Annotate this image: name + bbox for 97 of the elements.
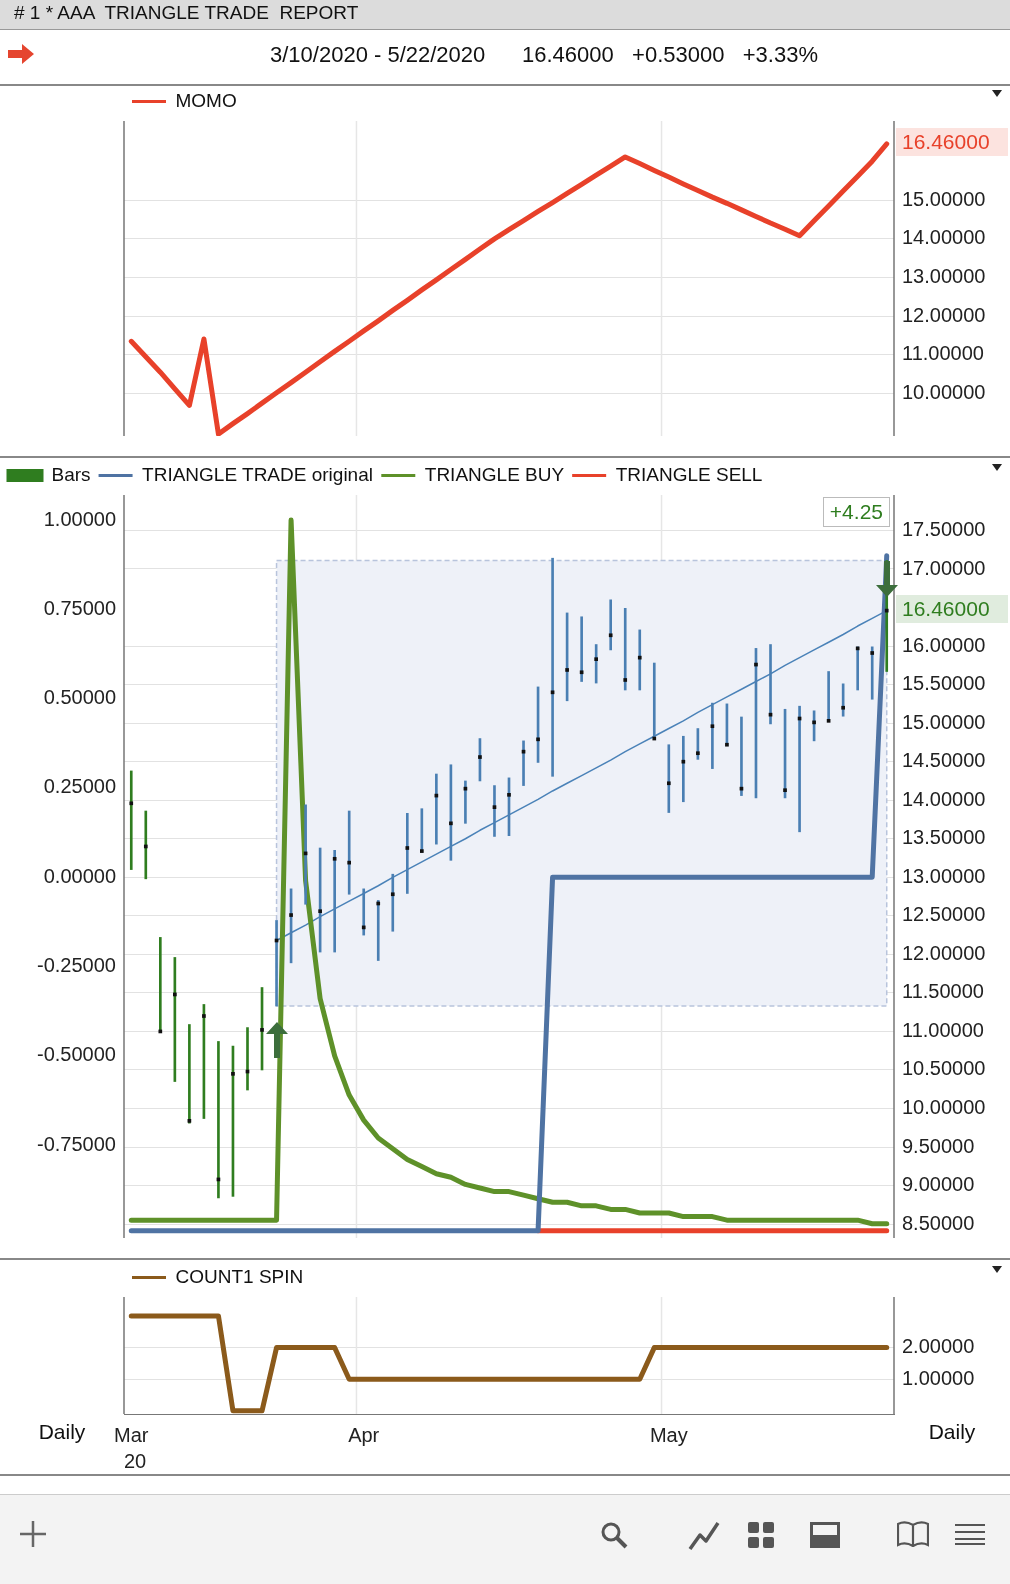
legend-label: TRIANGLE BUY [424, 463, 565, 485]
legend-label: Bars [51, 463, 91, 485]
point [289, 913, 293, 917]
y2-tick-label: 9.00000 [902, 1173, 975, 1196]
bar [246, 1027, 249, 1091]
point [390, 892, 395, 897]
text: Daily [927, 1420, 977, 1444]
y2-tick-label: 10.50000 [902, 1057, 986, 1080]
y-tick-label: -0.50000 [37, 1043, 116, 1066]
bar [638, 629, 642, 691]
y-tick-label: -0.75000 [37, 1132, 116, 1155]
bar [522, 740, 525, 786]
bar [217, 1041, 220, 1199]
point [783, 788, 787, 793]
bar [347, 810, 351, 895]
y2-tick-label: 11.50000 [902, 980, 984, 1003]
x-tick-label: Mar [114, 1423, 149, 1446]
point [231, 1071, 235, 1076]
bar [362, 888, 366, 936]
y2-tick-label: 14.50000 [902, 749, 986, 772]
x-tick-label: May [649, 1423, 688, 1446]
bar [376, 900, 380, 961]
point [260, 1028, 264, 1032]
bar [682, 735, 685, 803]
bar [144, 810, 148, 880]
y-tick-label: -0.25000 [37, 954, 116, 977]
legend-label: COUNT1 SPIN [175, 1265, 304, 1287]
y-tick-label: 0.75000 [43, 596, 116, 619]
y-tick-label: 0.50000 [43, 686, 116, 709]
bar [769, 644, 772, 725]
y2-tick-label: 12.50000 [902, 903, 986, 926]
bar [158, 937, 162, 1033]
point [129, 801, 134, 806]
bar [652, 662, 656, 739]
point [608, 633, 613, 638]
y-tick-label: 1.00000 [43, 507, 116, 530]
point [507, 792, 511, 797]
x-axis-title: 20 [124, 1449, 147, 1472]
bar [551, 557, 554, 777]
point [696, 751, 700, 756]
y2-tick-label: 9.50000 [902, 1134, 975, 1157]
bar [129, 770, 133, 870]
bar [667, 744, 671, 813]
y2-tick-label: 16.00000 [902, 633, 986, 656]
y2-tick-label: 13.50000 [902, 826, 986, 849]
annotation: +4.25 [822, 497, 890, 527]
point [623, 678, 628, 682]
point [725, 742, 729, 747]
y-tick-label: 1.00000 [902, 1366, 975, 1389]
point [536, 737, 540, 742]
point [405, 846, 410, 850]
legend-label: TRIANGLE TRADE original [142, 463, 373, 485]
y2-tick-label: 17.50000 [902, 517, 986, 540]
bar [870, 646, 874, 700]
bar [580, 616, 583, 682]
y-tick-label: 11.00000 [902, 342, 984, 365]
point [870, 651, 875, 655]
y-tick-label: 13.00000 [902, 265, 986, 288]
point [594, 657, 599, 662]
y2-tick-label: 17.00000 [902, 556, 986, 579]
bar [609, 599, 613, 651]
bar [391, 873, 395, 932]
point [841, 705, 845, 710]
y2-tick-label: 15.50000 [902, 672, 986, 695]
y2-tick-label: 8.50000 [902, 1211, 975, 1234]
y-tick-label: 2.00000 [902, 1335, 975, 1358]
x-tick-label: Apr [348, 1423, 380, 1446]
bar [464, 780, 467, 824]
bar [827, 671, 830, 722]
chart-subtitle: 3/10/2020 - 5/22/2020 16.46000 +0.53000 +3.33% [270, 42, 819, 68]
y-tick-label: 0.25000 [43, 775, 116, 798]
point [565, 668, 569, 672]
y-tick-label: 12.00000 [902, 303, 986, 326]
text: 16.46000 [896, 127, 1008, 156]
y-tick-label: 0.00000 [43, 864, 116, 887]
bar [594, 644, 598, 684]
chart-title: # 1 * AAA TRIANGLE TRADE REPORT [0, 0, 1010, 30]
bar [740, 716, 743, 796]
point [478, 755, 482, 759]
y-tick-label: 14.00000 [902, 226, 986, 249]
bar [493, 785, 496, 837]
point [419, 849, 424, 853]
bar [304, 804, 307, 905]
point [202, 1014, 206, 1018]
legend-label: TRIANGLE SELL [615, 463, 763, 485]
bar [711, 702, 714, 769]
y-tick-label: 15.00000 [902, 187, 986, 210]
point [318, 909, 322, 914]
point [666, 781, 671, 786]
text: Daily [38, 1420, 86, 1443]
legend-label: MOMO [175, 89, 237, 111]
bar [435, 773, 438, 845]
text: 16.46000 [896, 594, 1008, 623]
y-tick-label: 10.00000 [902, 381, 986, 403]
bar [405, 812, 409, 894]
bar [623, 607, 627, 691]
bar [798, 705, 801, 833]
